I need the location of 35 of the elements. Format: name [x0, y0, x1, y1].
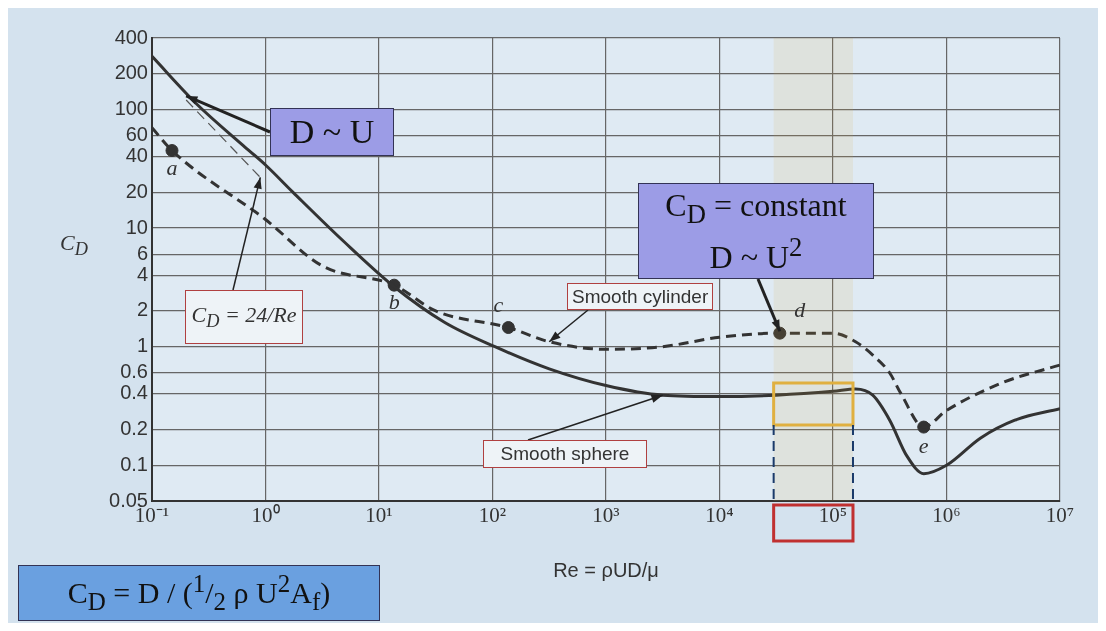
x-tick-label: 10⁵ — [818, 503, 848, 528]
text: Smooth sphere — [500, 443, 630, 465]
x-tick-label: 10⁴ — [705, 503, 734, 528]
text: C$_{D}$ = 24/Re — [191, 301, 297, 333]
y-tick-label: 40 — [125, 144, 148, 167]
data-label: e — [918, 433, 929, 459]
series-label: Smooth cylinder — [572, 285, 709, 308]
y-tick-label: 0.1 — [120, 452, 148, 475]
x-tick-label: 10⁷ — [1045, 503, 1075, 528]
y-tick-label: 4 — [136, 262, 148, 285]
data-label: c — [493, 291, 504, 317]
x-axis-title: Re = ρUD/μ — [552, 559, 660, 582]
text: C$_{D}$ = D / ($^{1}$/$_{2}$ ρ U$^{2}$A$_{f}$) — [67, 570, 331, 615]
y-tick-label: 100 — [114, 96, 148, 119]
y-tick-label: 1 — [136, 334, 148, 357]
x-tick-label: 10² — [478, 503, 507, 528]
data-label: b — [388, 289, 400, 315]
x-tick-label: 10³ — [592, 503, 620, 528]
y-tick-label: 10 — [125, 215, 148, 238]
y-tick-label: 0.4 — [120, 381, 148, 404]
y-tick-label: 0.2 — [120, 417, 148, 440]
y-tick-label: 400 — [114, 25, 148, 48]
y-tick-label: 20 — [125, 179, 148, 202]
y-tick-label: 200 — [114, 61, 148, 84]
data-label: a — [166, 154, 178, 180]
annotation: D ~ U — [289, 111, 375, 152]
y-tick-label: 6 — [136, 241, 148, 264]
y-tick-label: 0.6 — [120, 360, 148, 383]
annotation: C$_{D}$ = constant D ~ U$^{2}$ — [665, 186, 847, 276]
x-tick-label: 10⁶ — [932, 503, 961, 528]
x-tick-label: 10¹ — [365, 503, 393, 528]
x-tick-label: 10⁰ — [251, 503, 280, 528]
y-tick-label: 2 — [136, 298, 148, 321]
y-axis-title: C$_{D}$ — [60, 229, 88, 260]
y-tick-label: 60 — [125, 123, 148, 146]
